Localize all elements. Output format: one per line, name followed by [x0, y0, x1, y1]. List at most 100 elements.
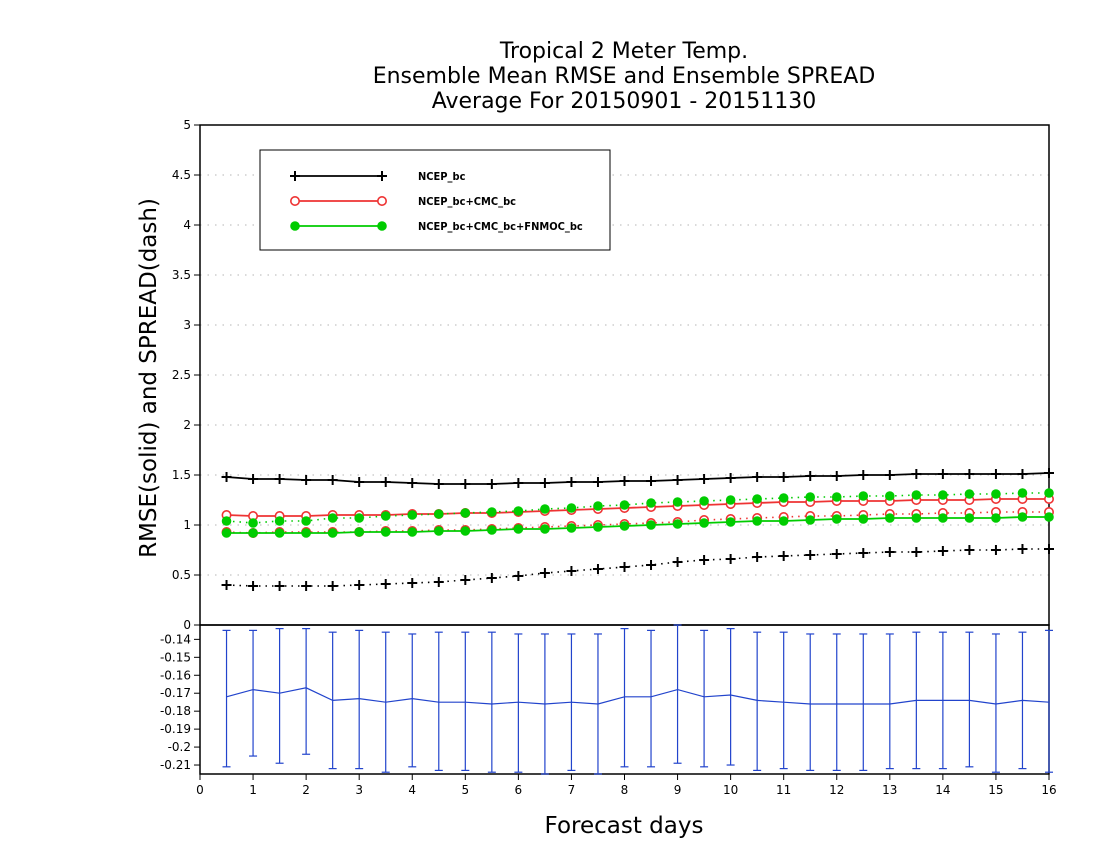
- x-tick-label-6: 6: [515, 783, 523, 797]
- rmse-point-series-2: [566, 523, 577, 533]
- rmse-point-series-0: [566, 477, 577, 487]
- rmse-point-series-0: [407, 478, 418, 488]
- x-tick-label-3: 3: [355, 783, 363, 797]
- spread-point-series-2: [672, 497, 683, 507]
- y-axis-label: RMSE(solid) and SPREAD(dash): [136, 198, 162, 558]
- spread-point-series-2: [805, 492, 816, 502]
- error-bar: [991, 633, 1000, 773]
- diff-y-tick-label-2: -0.16: [160, 668, 191, 682]
- spread-point-series-0: [433, 577, 444, 587]
- spread-point-series-0: [884, 547, 895, 557]
- spread-point-series-2: [646, 498, 656, 508]
- spread-point-series-0: [990, 545, 1001, 555]
- spread-point-series-0: [619, 562, 630, 572]
- rmse-point-series-2: [885, 513, 895, 523]
- spread-point-series-0: [248, 581, 259, 591]
- diff-y-tick-label-1: -0.15: [160, 650, 191, 664]
- spread-point-series-0: [831, 549, 842, 559]
- spread-point-series-2: [460, 508, 471, 518]
- error-bar: [275, 627, 284, 764]
- rmse-point-series-0: [672, 475, 683, 485]
- spread-point-series-2: [911, 490, 922, 500]
- spread-point-series-2: [991, 489, 1001, 499]
- rmse-point-series-0: [646, 476, 657, 486]
- rmse-line-series-1: [226, 498, 1049, 517]
- x-tick-label-16: 16: [1041, 783, 1056, 797]
- spread-point-series-2: [221, 516, 232, 526]
- spread-point-series-2: [513, 506, 524, 516]
- rmse-point-series-2: [354, 527, 364, 537]
- spread-point-series-2: [752, 494, 762, 504]
- spread-point-series-2: [354, 513, 364, 523]
- x-tick-label-5: 5: [461, 783, 469, 797]
- y-tick-label-8: 4: [183, 218, 191, 232]
- y-tick-label-0: 0: [183, 618, 191, 632]
- rmse-point-series-0: [1044, 468, 1054, 478]
- spread-point-series-2: [885, 491, 895, 501]
- main-panel-series: [221, 468, 1055, 591]
- spread-point-series-0: [327, 581, 338, 591]
- x-axis-label: Forecast days: [545, 813, 704, 839]
- spread-point-series-2: [1044, 488, 1054, 498]
- diff-y-tick-label-6: -0.2: [168, 740, 191, 754]
- spread-point-series-0: [486, 573, 497, 583]
- rmse-point-series-0: [858, 470, 869, 480]
- spread-point-series-0: [592, 564, 603, 574]
- rmse-point-series-0: [301, 475, 312, 485]
- rmse-point-series-2: [699, 518, 709, 528]
- rmse-point-series-2: [487, 525, 497, 535]
- spread-point-series-0: [672, 557, 683, 567]
- rmse-point-series-2: [991, 513, 1001, 523]
- spread-point-series-0: [805, 550, 816, 560]
- x-tick-label-10: 10: [723, 783, 738, 797]
- error-bar: [673, 624, 682, 764]
- spread-point-series-2: [407, 510, 418, 520]
- rmse-point-series-0: [274, 474, 285, 484]
- spread-point-series-0: [964, 545, 975, 555]
- chart-title-line-1: Tropical 2 Meter Temp.: [499, 39, 748, 64]
- x-axis: 0 1 2 3 4 5 6 7 8 9 10 11 12 13 14 15 16: [196, 774, 1057, 797]
- rmse-point-series-2: [858, 514, 869, 524]
- error-bar: [885, 633, 894, 770]
- x-tick-label-12: 12: [829, 783, 844, 797]
- rmse-point-series-2: [911, 513, 922, 523]
- rmse-point-series-2: [646, 520, 656, 530]
- rmse-point-series-2: [380, 527, 391, 537]
- difference-line: [226, 687, 1050, 705]
- rmse-point-series-0: [725, 473, 736, 483]
- rmse-point-series-0: [884, 470, 895, 480]
- diff-y-tick-label-0: -0.14: [160, 632, 191, 646]
- spread-point-series-0: [725, 554, 736, 564]
- error-bar: [487, 631, 496, 773]
- legend-entry-1: NCEP_bc+CMC_bc: [289, 195, 516, 208]
- error-bar: [302, 627, 311, 755]
- error-bar: [620, 627, 629, 768]
- diff-y-tick-label-4: -0.18: [160, 704, 191, 718]
- x-tick-label-15: 15: [988, 783, 1003, 797]
- rmse-point-series-2: [274, 528, 285, 538]
- legend-entry-2: NCEP_bc+CMC_bc+FNMOC_bc: [290, 220, 583, 233]
- rmse-point-series-0: [990, 469, 1001, 479]
- legend-marker-start: [289, 196, 300, 207]
- spread-point-series-0: [460, 575, 471, 585]
- spread-point-series-2: [274, 516, 285, 526]
- series-1: [221, 493, 1055, 538]
- rmse-point-series-0: [486, 479, 497, 489]
- spread-point-series-0: [937, 546, 948, 556]
- rmse-point-series-0: [248, 474, 259, 484]
- rmse-point-series-0: [752, 472, 763, 482]
- spread-point-series-2: [566, 503, 577, 513]
- spread-point-series-0: [699, 555, 710, 565]
- spread-point-series-0: [566, 566, 577, 576]
- x-tick-label-9: 9: [674, 783, 682, 797]
- legend-marker-start: [290, 171, 300, 181]
- diff-y-tick-label-7: -0.21: [160, 758, 191, 772]
- rmse-point-series-0: [1017, 469, 1028, 479]
- y-tick-label-4: 2: [183, 418, 191, 432]
- spread-point-series-2: [725, 495, 736, 505]
- spread-point-series-0: [221, 580, 232, 590]
- rmse-point-series-2: [938, 513, 948, 523]
- rmse-point-series-2: [752, 516, 762, 526]
- rmse-point-series-0: [911, 469, 922, 479]
- x-tick-label-14: 14: [935, 783, 950, 797]
